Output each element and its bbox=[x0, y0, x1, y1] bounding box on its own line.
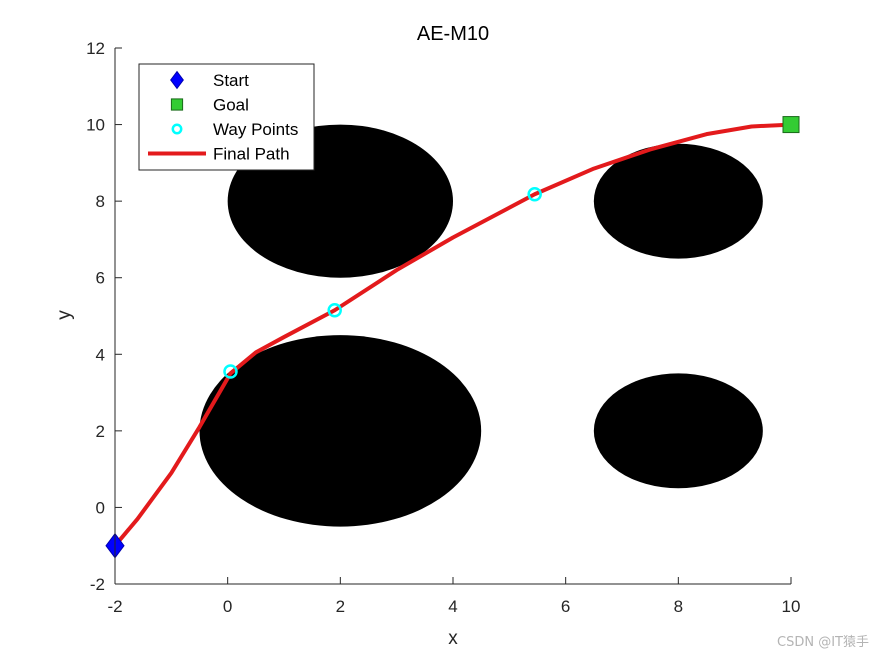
legend-label-way-points: Way Points bbox=[213, 120, 298, 139]
x-tick-label: 2 bbox=[336, 597, 345, 616]
obstacle-3 bbox=[593, 143, 763, 259]
tick-labels: -2 0 2 4 6 8 10 -2 0 2 4 6 8 10 12 bbox=[86, 39, 800, 616]
legend: Start Goal Way Points Final Path bbox=[138, 63, 315, 171]
y-axis-label: y bbox=[54, 310, 75, 320]
way-points-marker-2 bbox=[327, 303, 342, 318]
x-tick-label: 10 bbox=[782, 597, 801, 616]
legend-swatch-start bbox=[170, 70, 184, 90]
legend-label-final-path: Final Path bbox=[213, 145, 290, 164]
y-tick-label: 6 bbox=[96, 269, 105, 288]
y-tick-label: 8 bbox=[96, 192, 105, 211]
goal-marker bbox=[782, 116, 800, 134]
chart-title: AE-M10 bbox=[417, 23, 489, 45]
y-tick-label: 12 bbox=[86, 39, 105, 58]
x-tick-label: 4 bbox=[448, 597, 457, 616]
y-tick-label: 4 bbox=[96, 345, 105, 364]
way-points-marker-1 bbox=[223, 364, 238, 379]
x-tick-label: 6 bbox=[561, 597, 570, 616]
final-path-line bbox=[113, 122, 793, 548]
x-axis-label: x bbox=[448, 628, 458, 649]
legend-label-start: Start bbox=[213, 71, 249, 90]
obstacle-4 bbox=[593, 373, 763, 489]
y-tick-label: -2 bbox=[90, 575, 105, 594]
y-tick-label: 0 bbox=[96, 498, 105, 517]
x-tick-label: 0 bbox=[223, 597, 232, 616]
legend-swatch-goal bbox=[170, 98, 184, 111]
obstacle-2 bbox=[199, 335, 482, 527]
watermark: CSDN @IT猿手 bbox=[777, 635, 869, 650]
x-tick-label: 8 bbox=[674, 597, 683, 616]
y-tick-label: 2 bbox=[96, 422, 105, 441]
legend-label-goal: Goal bbox=[213, 96, 249, 115]
y-tick-label: 10 bbox=[86, 116, 105, 135]
way-points-marker-3 bbox=[527, 187, 542, 202]
legend-swatch-way-points bbox=[171, 123, 183, 135]
obstacles bbox=[199, 124, 763, 527]
final-path-layer bbox=[113, 122, 793, 548]
axes bbox=[114, 47, 792, 585]
x-tick-label: -2 bbox=[107, 597, 122, 616]
